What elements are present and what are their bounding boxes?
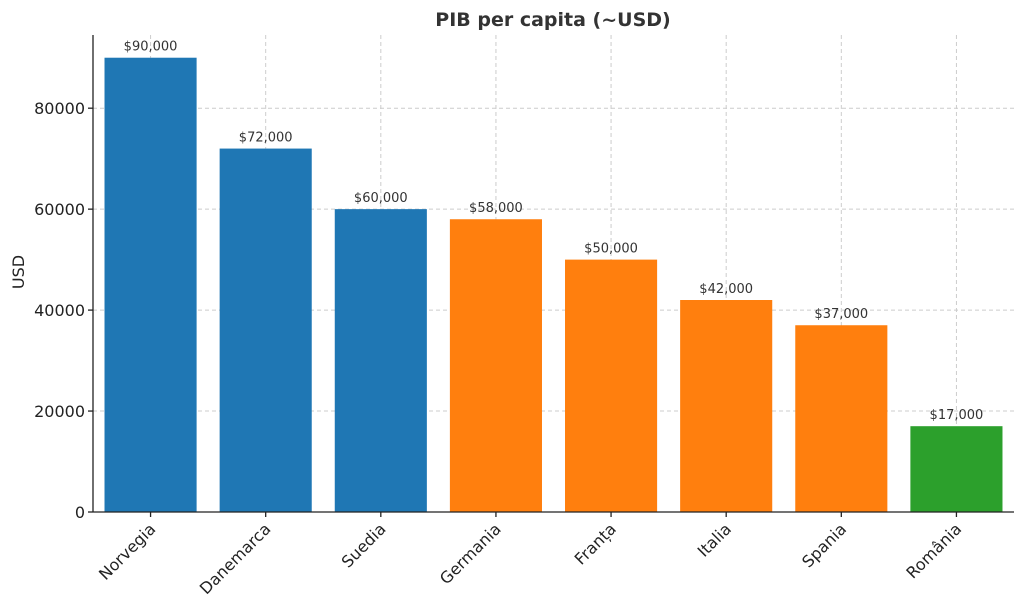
bar <box>565 259 658 512</box>
y-axis-label: USD <box>9 255 28 289</box>
x-category-label: Germania <box>436 519 505 588</box>
y-tick-label: 40000 <box>34 301 85 320</box>
bar-value-label: $50,000 <box>584 242 638 257</box>
bar <box>910 426 1003 512</box>
bar-value-label: $60,000 <box>354 191 408 206</box>
x-category-label: Franța <box>571 519 620 568</box>
data-labels: $90,000 $72,000 $60,000 $58,000 $50,000 $42,0… <box>124 40 984 423</box>
bar-value-label: $42,000 <box>699 282 753 297</box>
x-category-label: Norvegia <box>95 519 159 583</box>
x-category-label: Italia <box>694 519 735 560</box>
bar-value-label: $90,000 <box>124 40 178 55</box>
y-tick-label: 0 <box>75 503 85 522</box>
bar <box>104 57 197 512</box>
y-axis-ticks: 0 20000 40000 60000 80000 <box>34 99 93 522</box>
y-tick-label: 60000 <box>34 200 85 219</box>
y-tick-label: 80000 <box>34 99 85 118</box>
bar-value-label: $17,000 <box>930 408 984 423</box>
x-category-label: Spania <box>798 519 850 571</box>
bar-value-label: $37,000 <box>814 307 868 322</box>
y-tick-label: 20000 <box>34 402 85 421</box>
bar <box>449 219 542 512</box>
bar <box>680 300 773 512</box>
bar <box>795 325 888 512</box>
bar-value-label: $58,000 <box>469 201 523 216</box>
x-category-label: Danemarca <box>196 519 275 598</box>
chart-title: PIB per capita (~USD) <box>435 9 670 31</box>
x-category-label: Suedia <box>338 519 390 571</box>
bars <box>104 57 1003 513</box>
x-axis-ticks: Norvegia Danemarca Suedia Germania Franța Ita… <box>95 512 965 598</box>
bar-value-label: $72,000 <box>239 131 293 146</box>
bar <box>334 209 427 512</box>
x-category-label: România <box>902 519 965 582</box>
bar <box>219 148 312 513</box>
